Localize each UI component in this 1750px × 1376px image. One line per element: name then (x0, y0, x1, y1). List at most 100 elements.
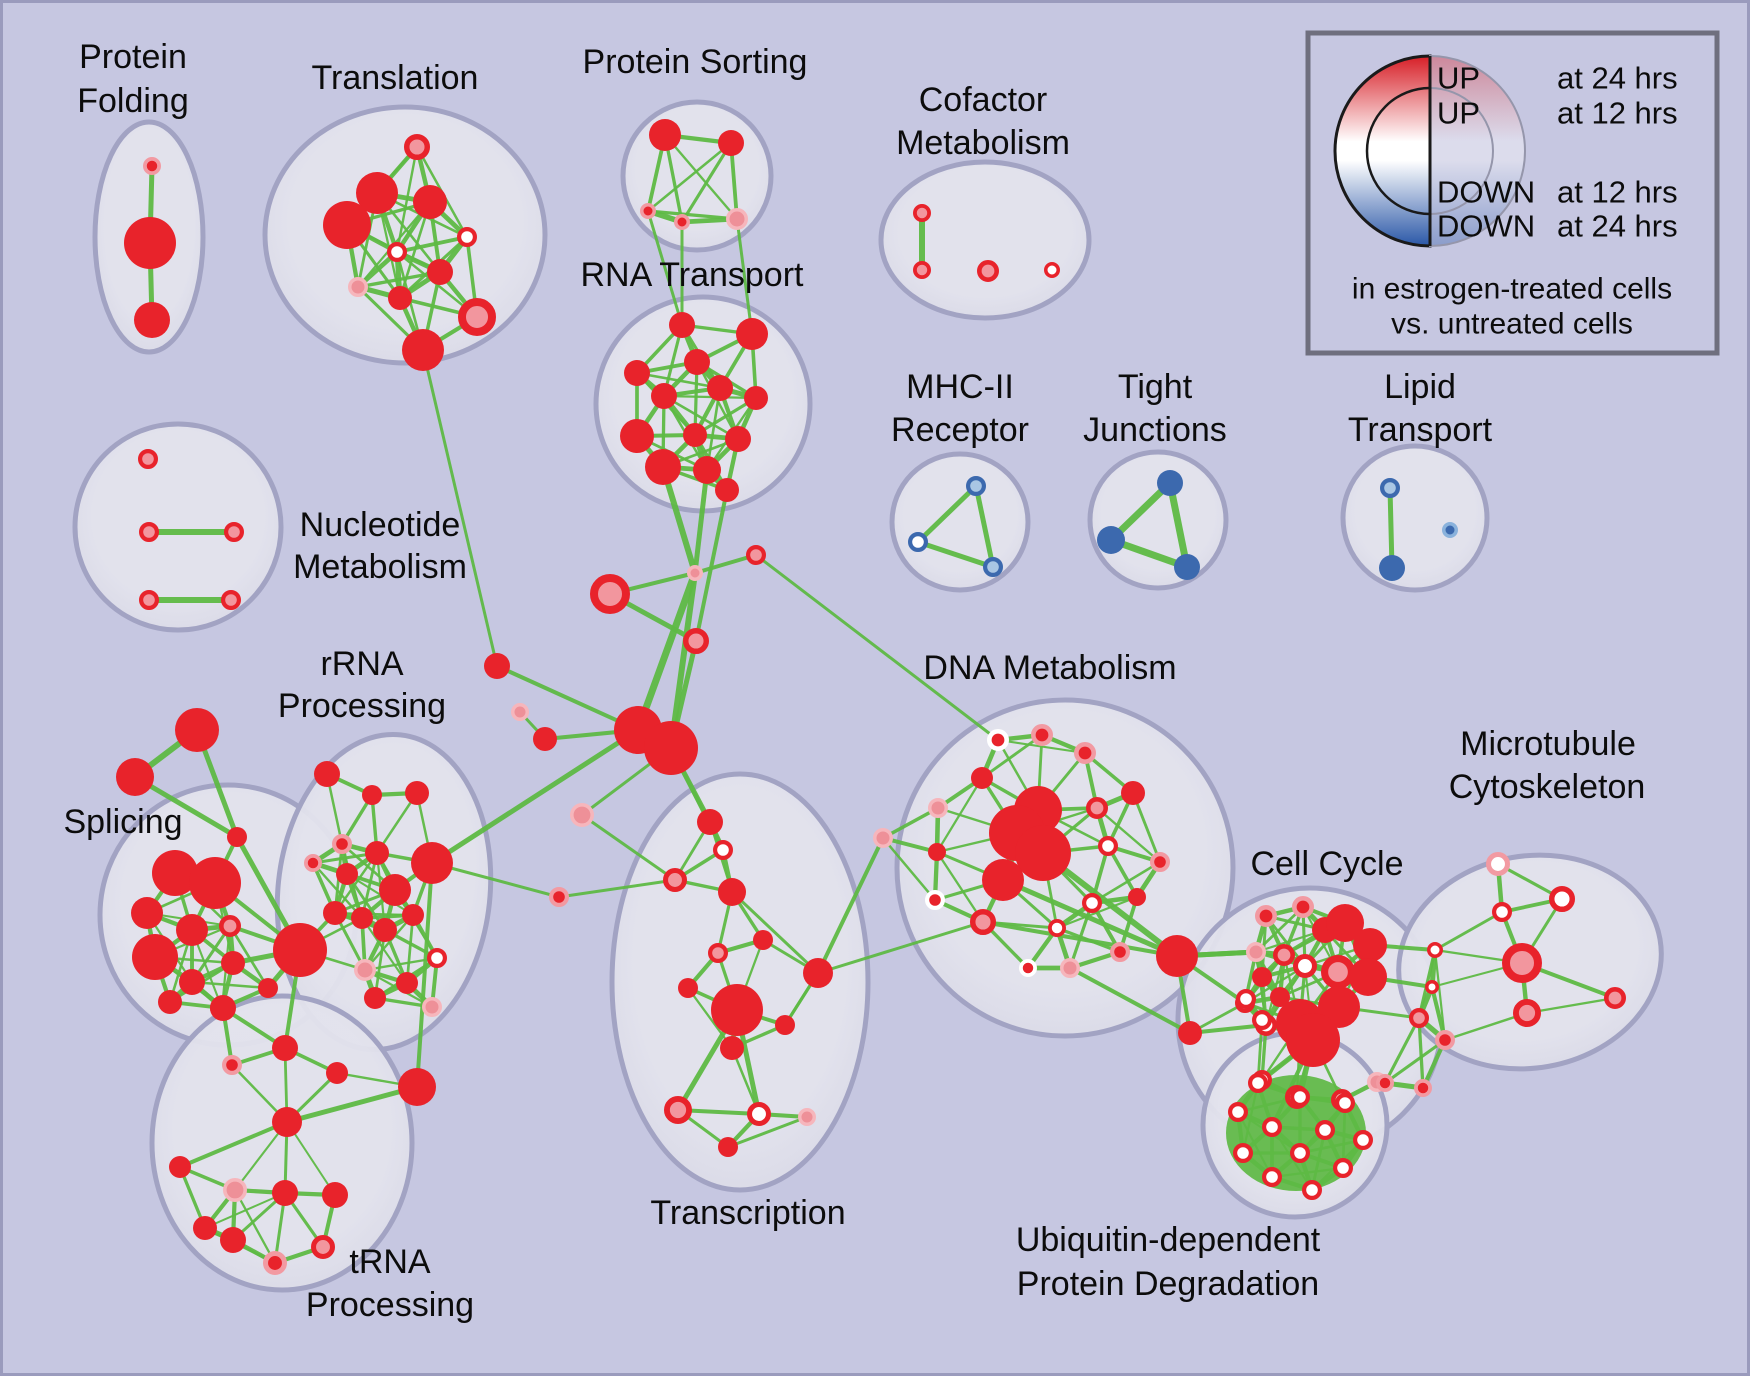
edge-ubiquitin-degradation (1270, 1166, 1345, 1179)
cluster-labels: Protein Folding Translation Protein Sorting… (63, 38, 1645, 1324)
gene-node-translation (402, 329, 444, 371)
cluster-label-trna-processing: tRNA (349, 1243, 431, 1281)
edge-protein-sorting (646, 141, 733, 213)
bridge-edge (660, 464, 698, 576)
cluster-label-mhc-ii-receptor: Receptor (891, 411, 1029, 449)
legend: UP at 24 hrs UP at 12 hrs DOWN at 12 hrs DOWN a… (1305, 30, 1720, 356)
gene-node-rrna-processing (336, 863, 358, 885)
gene-node-microtubule-cytoskeleton (1434, 1029, 1455, 1050)
legend-inner-ring-right (1429, 87, 1494, 215)
gene-node-trna-processing (310, 1235, 335, 1260)
gene-node-rrna-processing (405, 781, 429, 805)
gene-node-ubiquitin-degradation (1235, 988, 1256, 1009)
gene-node-dna-metabolism (1015, 825, 1071, 881)
gene-node-ubiquitin-degradation (1332, 1157, 1353, 1178)
cluster-label-lipid-transport: Lipid (1384, 368, 1456, 406)
cluster-label-ubiquitin-degradation: Ubiquitin-dependent (1016, 1221, 1321, 1259)
bridge-edge (580, 813, 677, 882)
bridge-edge (178, 1120, 289, 1169)
cluster-label-rna-transport: RNA Transport (581, 256, 805, 294)
gene-node-transcription (678, 978, 698, 998)
gene-node-backbone (116, 758, 154, 796)
gene-node-transcription (718, 878, 746, 906)
edge-splicing (228, 924, 270, 990)
gene-node-dna-metabolism (924, 889, 945, 910)
gene-node-mhc-ii-receptor (907, 531, 928, 552)
bridge-edge (415, 861, 434, 1089)
gene-node-rna-transport (651, 383, 677, 409)
gene-node-rna-transport (715, 478, 739, 502)
cluster-label-protein-sorting: Protein Sorting (583, 43, 808, 81)
edge-protein-sorting (680, 141, 733, 224)
gene-node-cell-cycle (1156, 935, 1198, 977)
bubble-protein-sorting (620, 99, 774, 253)
cluster-label-tight-junctions: Junctions (1083, 411, 1227, 449)
gene-node-dna-metabolism (873, 828, 893, 848)
cluster-label-rrna-processing: Processing (278, 687, 446, 725)
gene-node-trna-processing (223, 1178, 248, 1203)
cluster-label-rrna-processing: rRNA (320, 645, 403, 683)
gene-node-rna-transport (624, 360, 650, 386)
bridge-edge (816, 836, 885, 975)
bridge-edge (668, 570, 698, 751)
gene-node-backbone (745, 544, 766, 565)
gene-node-cell-cycle (1292, 895, 1315, 918)
cluster-label-microtubule-cytoskeleton: Microtubule (1460, 725, 1636, 763)
legend-note: in estrogen-treated cells (1352, 273, 1672, 306)
cluster-label-lipid-transport: Transport (1348, 411, 1493, 449)
bridge-edge (421, 348, 499, 668)
gene-node-cell-cycle (1178, 1021, 1202, 1045)
gene-node-transcription (664, 1095, 693, 1124)
gene-node-rrna-processing (364, 987, 386, 1009)
legend-inner-ring-left (1365, 86, 1431, 216)
bridge-edge (981, 920, 1179, 958)
cluster-label-translation: Translation (312, 59, 479, 97)
edge-rrna-processing (360, 916, 409, 985)
gene-node-dna-metabolism (1121, 781, 1145, 805)
bridge-edge (646, 209, 684, 327)
bridge-edge (754, 553, 1000, 742)
bridge-edge (735, 217, 754, 336)
gene-node-splicing (189, 857, 241, 909)
gene-node-dna-metabolism (1031, 723, 1054, 746)
gene-node-microtubule-cytoskeleton (1491, 901, 1512, 922)
gene-node-microtubule-cytoskeleton (1425, 980, 1439, 994)
gene-node-backbone (227, 827, 247, 847)
edge-microtubule-cytoskeleton (1383, 1038, 1447, 1085)
gene-node-splicing (218, 914, 241, 937)
gene-node-tight-junctions (1157, 470, 1183, 496)
gene-node-backbone (548, 886, 569, 907)
gene-node-rna-transport (725, 426, 751, 452)
edge-microtubule-cytoskeleton (1443, 1011, 1529, 1042)
edge-dna-metabolism (881, 836, 937, 902)
cluster-label-cofactor-metabolism: Metabolism (896, 124, 1070, 162)
gene-node-cell-cycle (1255, 904, 1278, 927)
gene-node-cell-cycle (1270, 987, 1290, 1007)
legend-time-label: at 24 hrs (1557, 209, 1678, 244)
gene-node-splicing (258, 978, 278, 998)
gene-node-dna-metabolism (1060, 958, 1080, 978)
cluster-label-dna-metabolism: DNA Metabolism (923, 649, 1176, 687)
cluster-label-tight-junctions: Tight (1118, 368, 1193, 406)
gene-node-trna-processing (262, 1251, 287, 1276)
gene-node-rrna-processing (314, 761, 340, 787)
node-layer (116, 119, 1627, 1276)
gene-node-cell-cycle (1353, 928, 1387, 962)
gene-node-microtubule-cytoskeleton (1604, 986, 1627, 1009)
gene-node-transcription (718, 1137, 738, 1157)
gene-node-translation (404, 133, 431, 160)
gene-node-cell-cycle (1246, 942, 1266, 962)
gene-node-dna-metabolism (1019, 959, 1038, 978)
gene-node-transcription (775, 1015, 795, 1035)
gene-node-rrna-processing (427, 947, 448, 968)
gene-node-ubiquitin-degradation (1251, 1009, 1272, 1030)
gene-node-rrna-processing (396, 972, 418, 994)
bridge-edge (429, 727, 641, 866)
legend-note: vs. untreated cells (1391, 308, 1633, 341)
gene-node-backbone (569, 802, 594, 827)
bridge-edge (816, 920, 985, 975)
edge-microtubule-cytoskeleton (1383, 1016, 1421, 1085)
bridge-edge (1040, 850, 1180, 959)
gene-node-rna-transport (707, 375, 733, 401)
